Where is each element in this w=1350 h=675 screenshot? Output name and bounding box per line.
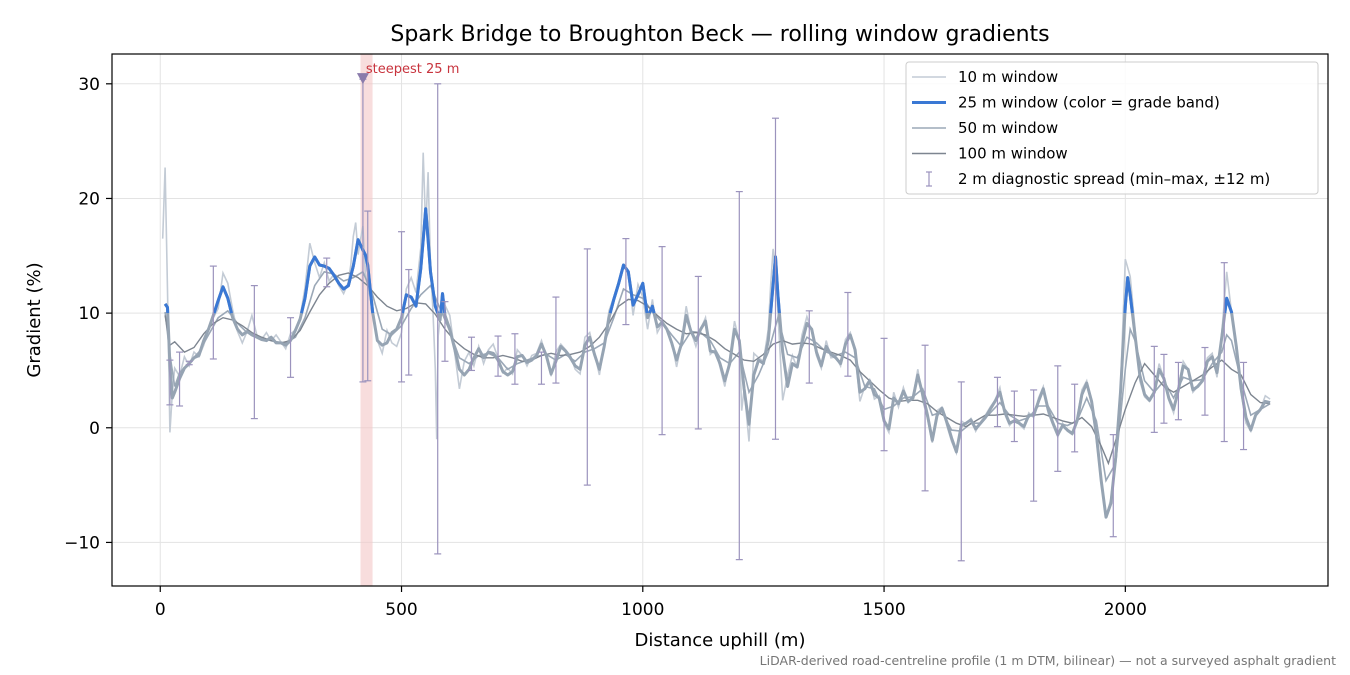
axes: 0 500 1000 1500 2000 −10 0 10 20 30 bbox=[64, 75, 1147, 620]
errorbar bbox=[323, 257, 331, 288]
errorbar bbox=[880, 337, 888, 452]
errorbar bbox=[658, 246, 666, 436]
series-line-25m-steep bbox=[648, 304, 656, 314]
series-line-25m-steep bbox=[1123, 276, 1134, 314]
series-line-25m-steep bbox=[401, 207, 440, 314]
errorbar bbox=[1220, 262, 1228, 443]
errorbar bbox=[844, 291, 852, 377]
y-tick-label: 0 bbox=[89, 419, 100, 439]
errorbar bbox=[1030, 389, 1038, 502]
errorbar bbox=[467, 336, 475, 372]
errorbar bbox=[1010, 390, 1018, 443]
errorbar bbox=[1160, 353, 1168, 424]
annotation-layer: steepest 25 m bbox=[356, 62, 459, 85]
errorbar bbox=[176, 351, 184, 407]
errorbar bbox=[398, 231, 406, 383]
x-tick-label: 0 bbox=[155, 600, 166, 620]
chart-title: Spark Bridge to Broughton Beck — rolling… bbox=[390, 22, 1049, 47]
errorbar bbox=[537, 351, 545, 385]
steepest-annotation: steepest 25 m bbox=[366, 62, 459, 77]
x-tick-label: 1000 bbox=[621, 600, 664, 620]
errorbar bbox=[1054, 365, 1062, 472]
errorbar bbox=[957, 381, 965, 562]
x-tick-label: 2000 bbox=[1104, 600, 1147, 620]
errorbar bbox=[166, 359, 174, 406]
errorbar bbox=[441, 301, 449, 362]
legend-label: 2 m diagnostic spread (min–max, ±12 m) bbox=[958, 170, 1270, 188]
errorbar bbox=[250, 285, 258, 420]
errorbar bbox=[552, 296, 560, 384]
errorbar bbox=[735, 190, 743, 561]
legend-label: 50 m window bbox=[958, 119, 1058, 137]
series-line-50m bbox=[164, 270, 1271, 483]
legend-item-25m: 25 m window (color = grade band) bbox=[912, 94, 1220, 112]
legend-label: 25 m window (color = grade band) bbox=[958, 94, 1220, 112]
series-line-25m-steep bbox=[1223, 296, 1234, 314]
plot-frame bbox=[111, 53, 1329, 587]
series-line-25m-steep bbox=[439, 292, 447, 314]
errorbar bbox=[209, 265, 217, 360]
source-footnote: LiDAR-derived road-centreline profile (1… bbox=[759, 653, 1336, 668]
steepest-band bbox=[360, 54, 373, 586]
y-tick-label: 10 bbox=[78, 304, 100, 324]
x-tick-label: 1500 bbox=[862, 600, 905, 620]
errorbar bbox=[805, 310, 813, 384]
y-tick-label: 30 bbox=[78, 75, 100, 95]
series-line-25m-steep bbox=[608, 263, 649, 314]
errorbar bbox=[1109, 434, 1117, 538]
x-axis-label: Distance uphill (m) bbox=[635, 630, 806, 651]
legend-item-50m: 50 m window bbox=[912, 119, 1058, 137]
errorbar bbox=[583, 248, 591, 486]
legend-label: 10 m window bbox=[958, 68, 1058, 86]
errorbar bbox=[434, 83, 442, 555]
errorbar bbox=[1174, 361, 1182, 421]
errorbar bbox=[364, 210, 372, 382]
legend-item-100m: 100 m window bbox=[912, 145, 1068, 163]
errorbar bbox=[771, 117, 779, 440]
steepest-band-layer bbox=[360, 54, 373, 586]
y-tick-label: 20 bbox=[78, 189, 100, 209]
series-line-25m-steep bbox=[212, 285, 233, 314]
series-line-100m bbox=[164, 272, 1271, 466]
errorbar bbox=[287, 317, 295, 378]
legend-label: 100 m window bbox=[958, 145, 1068, 163]
errorbar bbox=[622, 237, 630, 326]
y-axis-label: Gradient (%) bbox=[24, 262, 45, 377]
errorbar bbox=[511, 333, 519, 385]
errorbar bbox=[694, 275, 702, 430]
errorbar bbox=[1150, 345, 1158, 433]
legend-item-errorbar: 2 m diagnostic spread (min–max, ±12 m) bbox=[926, 170, 1270, 188]
legend-box bbox=[905, 61, 1319, 195]
y-tick-label: −10 bbox=[64, 533, 100, 553]
series-line-25m-steep bbox=[163, 303, 170, 314]
errorbar bbox=[1240, 361, 1248, 451]
errorbar bbox=[1071, 383, 1079, 453]
errorbar bbox=[405, 268, 413, 376]
errorbar bbox=[1201, 346, 1209, 416]
steepest-marker bbox=[356, 73, 369, 85]
legend-item-10m: 10 m window bbox=[912, 68, 1058, 86]
errorbar bbox=[494, 335, 502, 377]
errorbar bbox=[921, 344, 929, 492]
errorbar-layer bbox=[166, 78, 1248, 562]
x-tick-label: 500 bbox=[385, 600, 417, 620]
series-line-25m-steep bbox=[300, 238, 375, 314]
errorbar bbox=[185, 360, 193, 366]
errorbar bbox=[993, 376, 1001, 428]
legend: 10 m window 25 m window (color = grade ba… bbox=[905, 61, 1319, 195]
